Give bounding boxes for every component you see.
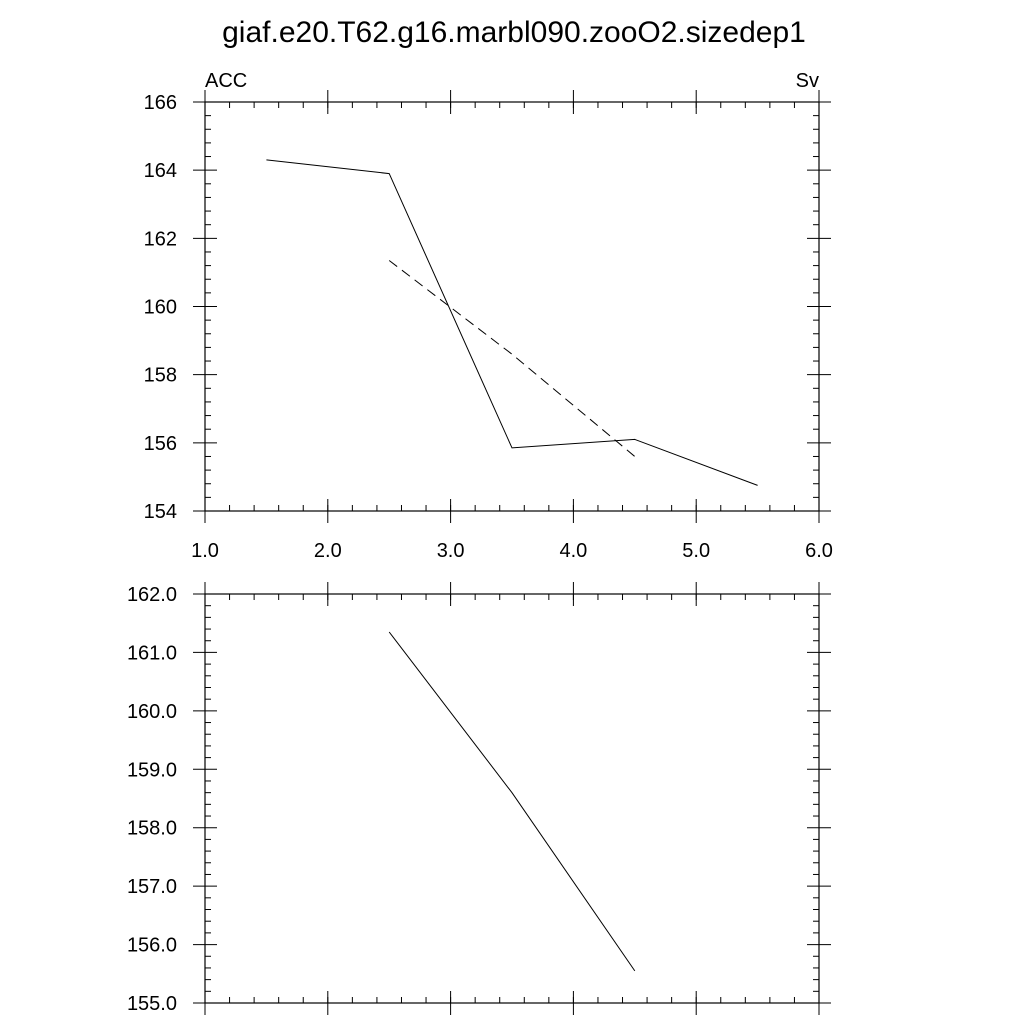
y-tick-label: 156 (144, 433, 177, 455)
series-line-dashed (388, 260, 636, 457)
series-line-solid (388, 631, 636, 972)
y-tick-label: 155.0 (127, 993, 177, 1015)
plot-frame (204, 593, 820, 1004)
y-tick-label: 159.0 (127, 759, 177, 781)
left-corner-label: ACC (205, 70, 247, 92)
x-tick-label: 6.0 (805, 540, 833, 562)
x-tick-label: 1.0 (191, 540, 219, 562)
y-tick-label: 162 (144, 228, 177, 250)
x-tick-label: 3.0 (437, 540, 465, 562)
y-tick-label: 166 (144, 92, 177, 114)
y-tick-label: 162.0 (127, 584, 177, 606)
y-tick-label: 160.0 (127, 701, 177, 723)
y-tick-label: 156.0 (127, 935, 177, 957)
x-tick-label: 4.0 (559, 540, 587, 562)
y-tick-label: 157.0 (127, 876, 177, 898)
y-tick-label: 164 (144, 160, 177, 182)
y-tick-label: 161.0 (127, 642, 177, 664)
bottom-panel: 155.0 156.0 157.0 158.0 159.0 160.0 161.0 162.0 (127, 582, 831, 1015)
series-line-solid (266, 159, 758, 486)
y-tick-label: 154 (144, 501, 177, 523)
top-panel: 154 156 158 160 162 164 166 1.0 2.0 3.0 4.0 5.0 6.0 A… (144, 70, 833, 562)
figure-title: giaf.e20.T62.g16.marbl090.zooO2.sizedep1 (222, 16, 806, 49)
y-tick-label: 158.0 (127, 818, 177, 840)
right-corner-label: Sv (796, 70, 819, 92)
x-tick-label: 5.0 (682, 540, 710, 562)
y-tick-label: 158 (144, 365, 177, 387)
y-tick-label: 160 (144, 297, 177, 319)
x-tick-label: 2.0 (314, 540, 342, 562)
